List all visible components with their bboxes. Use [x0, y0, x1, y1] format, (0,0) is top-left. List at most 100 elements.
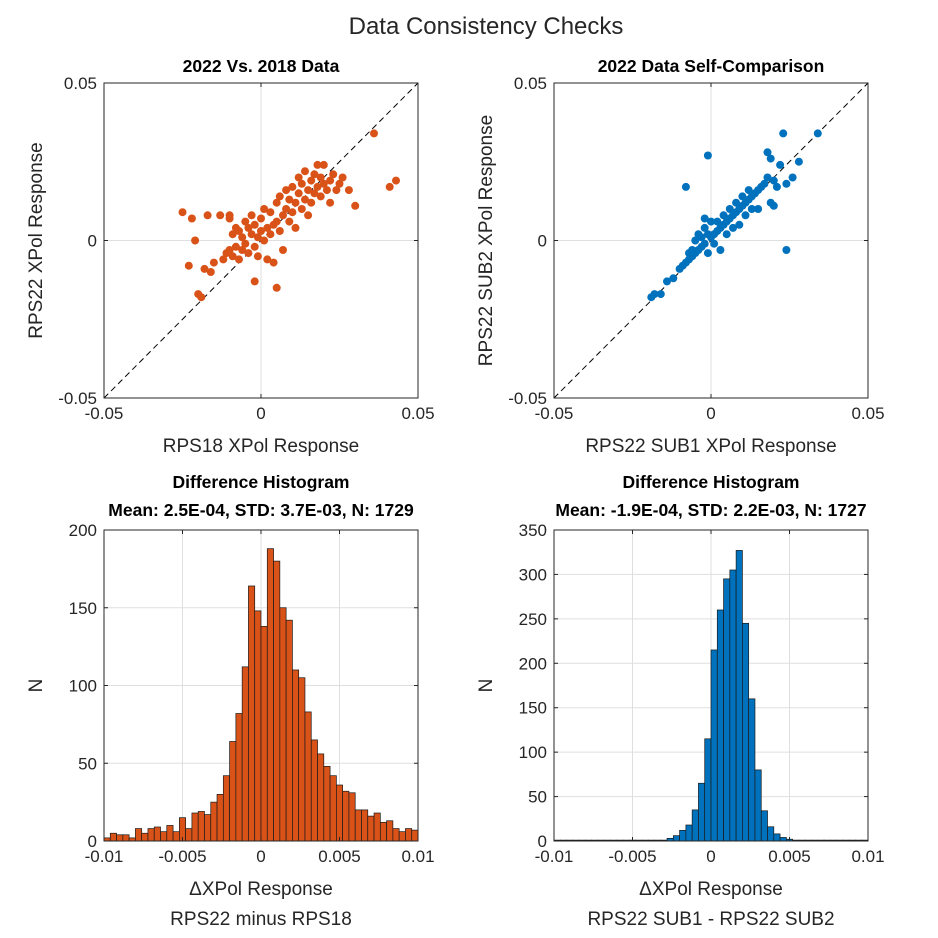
scatter-point — [219, 255, 228, 264]
scatter-point — [813, 129, 822, 138]
scatter-point — [779, 129, 788, 138]
scatter-point — [310, 170, 319, 179]
x-tick-label: 0 — [256, 404, 265, 423]
x-tick-label: 0.005 — [318, 847, 361, 866]
x-axis-label: ΔXPol Response — [189, 879, 333, 900]
scatter-point — [319, 160, 328, 169]
histogram-bar — [197, 811, 205, 842]
scatter-point — [200, 264, 209, 273]
scatter-point — [663, 277, 671, 286]
scatter-point — [716, 246, 725, 254]
scatter-point — [257, 227, 265, 235]
scatter-point — [266, 208, 275, 217]
scatter-point — [392, 176, 400, 185]
scatter-point — [650, 290, 659, 299]
histogram-bar — [235, 713, 243, 842]
histogram-bar — [248, 585, 256, 842]
scatter-point — [279, 246, 287, 254]
scatter-point — [241, 217, 250, 226]
scatter-point — [275, 192, 284, 201]
scatter-point — [269, 258, 278, 267]
chart-title: 2022 Vs. 2018 Data — [183, 56, 340, 76]
histogram-bar — [373, 812, 381, 842]
scatter-point — [713, 217, 722, 226]
scatter-point — [338, 173, 347, 182]
scatter-point — [319, 179, 328, 188]
scatter-point — [253, 252, 262, 261]
x-tick-label: 0 — [706, 847, 715, 866]
x-tick-label: -0.005 — [158, 847, 206, 866]
chart-subtitle: Mean: 2.5E-04, STD: 3.7E-03, N: 1729 — [108, 500, 414, 520]
y-tick-label: 0 — [538, 832, 547, 851]
histogram-bar — [304, 711, 312, 842]
scatter-point — [703, 249, 712, 258]
chart-title: Difference Histogram — [173, 472, 350, 492]
histogram-bar — [760, 810, 768, 842]
x-axis-label: RPS22 SUB1 XPol Response — [585, 436, 836, 457]
histogram-bar — [767, 826, 775, 842]
scatter-point — [285, 195, 294, 204]
chart-panel-4: -0.01 -0.005 0 0.005 0.01 0 50 100 150 200 250 300 3… — [476, 472, 885, 930]
scatter-point — [304, 186, 313, 195]
scatter-point — [263, 255, 272, 264]
y-tick-label: 0.05 — [64, 74, 97, 93]
histogram-bar — [754, 769, 762, 842]
histogram-bar — [222, 775, 230, 842]
scatter-point — [310, 189, 319, 198]
scatter-point — [782, 179, 791, 188]
y-axis-label: RPS22 SUB2 XPol Response — [476, 115, 497, 366]
scatter-point — [697, 233, 706, 242]
histogram-bar — [254, 610, 262, 842]
histogram-bar — [773, 833, 781, 842]
histogram-bar — [748, 698, 756, 842]
histogram-bar — [348, 792, 356, 842]
scatter-point — [370, 129, 378, 138]
y-axis-label: RPS22 XPol Response — [26, 142, 47, 338]
x-tick-label: 0 — [706, 404, 715, 423]
y-tick-label: 50 — [78, 754, 97, 773]
scatter-point — [710, 239, 719, 248]
scatter-point — [187, 214, 196, 223]
histogram-bar — [273, 560, 281, 842]
scatter-point — [178, 208, 187, 217]
histogram-bar — [729, 569, 737, 842]
histogram-bar — [679, 829, 687, 842]
histogram-bar — [367, 815, 375, 842]
scatter-point — [794, 157, 803, 166]
scatter-point — [760, 179, 769, 188]
x-tick-label: 0 — [256, 847, 265, 866]
y-tick-label: 150 — [69, 599, 97, 618]
scatter-point — [329, 170, 338, 179]
x-axis-label: ΔXPol Response — [639, 879, 783, 900]
scatter-point — [235, 227, 243, 235]
scatter-point — [275, 227, 284, 235]
scatter-point — [250, 242, 259, 251]
scatter-point — [272, 283, 281, 292]
y-tick-label: 100 — [69, 677, 97, 696]
scatter-point — [725, 205, 734, 213]
scatter-point — [191, 236, 200, 245]
scatter-point — [707, 217, 715, 226]
histogram-bar — [735, 550, 743, 842]
scatter-point — [351, 201, 360, 210]
scatter-point — [763, 173, 772, 182]
scatter-point — [203, 211, 212, 220]
scatter-point — [272, 198, 281, 207]
scatter-point — [291, 223, 300, 232]
histogram-bar — [191, 812, 199, 842]
scatter-point — [719, 211, 728, 220]
scatter-point — [228, 252, 237, 261]
scatter-point — [735, 220, 744, 229]
histogram-bar — [285, 619, 293, 842]
histogram-bar — [716, 609, 724, 842]
histogram-bar — [122, 834, 130, 842]
y-axis-label: N — [26, 679, 47, 693]
scatter-point — [257, 214, 265, 223]
scatter-point — [279, 211, 287, 220]
x-axis-label-line2: RPS22 SUB1 - RPS22 SUB2 — [587, 909, 834, 930]
x-tick-label: 0.05 — [401, 404, 434, 423]
scatter-point — [225, 211, 234, 220]
scatter-point — [700, 214, 709, 223]
scatter-point — [235, 255, 243, 264]
